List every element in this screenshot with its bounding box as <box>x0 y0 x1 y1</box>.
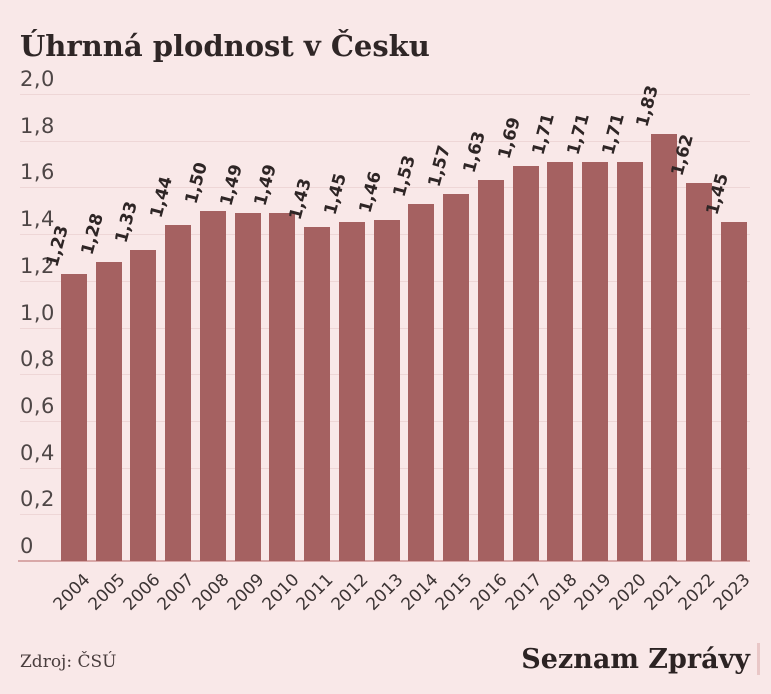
y-tick-label: 0,8 <box>20 347 55 371</box>
y-tick-label: 1,0 <box>20 301 55 325</box>
bar <box>582 162 609 561</box>
x-tick-label: 2022 <box>675 570 720 615</box>
y-tick-label: 1,6 <box>20 160 55 184</box>
bar <box>304 227 331 561</box>
bar <box>61 274 87 561</box>
bar <box>95 262 122 561</box>
bar-group: 1,71 2018 <box>529 94 581 614</box>
bar-group: 1,71 2019 <box>564 94 616 614</box>
x-tick-label: 2005 <box>84 570 130 615</box>
brand-logo: Seznam Zprávy <box>521 643 760 675</box>
x-tick-label: 2009 <box>223 570 269 615</box>
bar <box>512 166 539 561</box>
y-tick-label: 0,2 <box>20 487 55 511</box>
bar-group: 1,57 2015 <box>425 94 477 614</box>
bar-group: 1,46 2013 <box>355 94 407 614</box>
bar <box>547 162 574 561</box>
bar <box>338 222 365 561</box>
x-tick-label: 2016 <box>466 570 512 615</box>
bar-group: 1,62 2022 <box>668 94 720 614</box>
x-tick-label: 2013 <box>362 570 408 615</box>
brand-accent-bar <box>757 643 760 675</box>
x-tick-label: 2008 <box>188 570 234 615</box>
source-label: Zdroj: ČSÚ <box>20 652 117 672</box>
bar <box>477 180 504 561</box>
bar-group: 1,69 2017 <box>494 94 546 614</box>
x-tick-label: 2021 <box>640 570 686 615</box>
x-tick-label: 2019 <box>570 570 616 615</box>
bar <box>234 213 261 561</box>
x-tick-label: 2004 <box>49 570 95 615</box>
bar-group: 1,49 2010 <box>251 94 303 614</box>
bar-group: 1,45 2012 <box>321 94 373 614</box>
bar-group: 1,53 2014 <box>390 94 442 614</box>
x-tick-label: 2014 <box>397 570 442 615</box>
bar-value-label: 1,83 <box>633 83 664 129</box>
x-tick-label: 2020 <box>605 570 651 615</box>
bar <box>130 250 157 561</box>
bar-group: 1,28 2005 <box>77 94 129 614</box>
bar-group: 1,63 2016 <box>459 94 511 614</box>
y-tick-label: 1,2 <box>20 254 55 278</box>
y-tick-label: 0 <box>20 534 34 558</box>
bar <box>720 222 747 561</box>
x-tick-label: 2015 <box>431 570 477 615</box>
bar <box>651 134 678 561</box>
bar <box>443 194 470 561</box>
bar-group: 1,33 2006 <box>112 94 164 614</box>
y-tick-label: 0,6 <box>20 394 55 418</box>
x-tick-label: 2010 <box>258 570 304 615</box>
gridline <box>20 187 750 188</box>
brand-name: Seznam Zprávy <box>521 643 750 675</box>
bar-group: 1,71 2020 <box>598 94 650 614</box>
bar-group: 1,23 2004 <box>43 94 95 614</box>
bars-container: 1,23 2004 1,28 2005 1,33 2006 1,44 2007 1,50 2008… <box>43 83 755 614</box>
bar <box>616 162 643 561</box>
x-tick-label: 2007 <box>154 570 199 615</box>
bar <box>269 213 296 561</box>
bar <box>165 225 192 561</box>
y-tick-label: 0,4 <box>20 441 55 465</box>
x-tick-label: 2017 <box>501 570 547 615</box>
y-tick-label: 1,8 <box>20 114 55 138</box>
bar <box>686 183 713 561</box>
bar-group: 1,43 2011 <box>286 94 338 614</box>
bar <box>408 204 435 561</box>
bar <box>199 211 226 561</box>
y-tick-label: 1,4 <box>20 207 55 231</box>
bar-group: 1,83 2021 <box>633 83 685 614</box>
bar-group: 1,45 2023 <box>703 94 755 614</box>
gridline <box>20 141 750 142</box>
x-tick-label: 2023 <box>709 570 755 615</box>
bar <box>373 220 400 561</box>
y-tick-label: 2,0 <box>20 67 55 91</box>
x-tick-label: 2011 <box>293 570 338 615</box>
x-tick-label: 2018 <box>536 570 581 615</box>
bar-group: 1,50 2008 <box>182 94 234 614</box>
bar-group: 1,44 2007 <box>147 94 199 614</box>
x-axis-line <box>18 560 750 562</box>
chart-title: Úhrnná plodnost v Česku <box>20 29 430 64</box>
bar-group: 1,49 2009 <box>216 94 268 614</box>
x-tick-label: 2012 <box>327 570 373 615</box>
x-tick-label: 2006 <box>119 570 165 615</box>
gridline <box>20 94 750 95</box>
